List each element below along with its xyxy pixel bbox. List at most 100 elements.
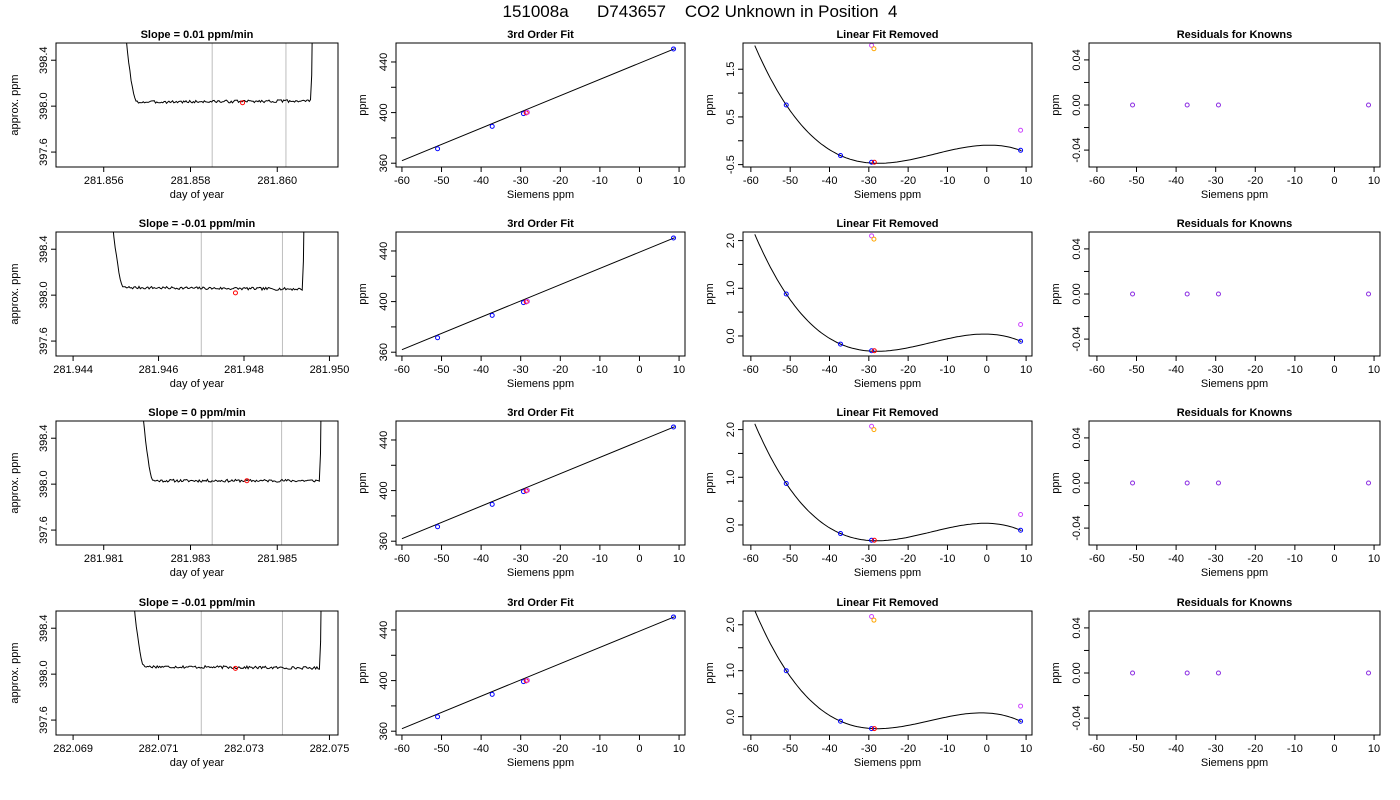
data-point: [838, 341, 844, 347]
fit-curve: [754, 611, 1022, 730]
x-tick-label: 281.948: [224, 364, 264, 376]
x-axis-label: Siemens ppm: [1201, 378, 1268, 390]
average-marker: [232, 665, 238, 671]
x-tick-label: 0: [636, 364, 642, 376]
x-tick-label: -20: [552, 553, 568, 565]
y-tick-label: 1.0: [725, 663, 737, 678]
x-tick-label: 10: [673, 743, 685, 755]
x-axis-label: Siemens ppm: [854, 757, 921, 769]
plot-frame: [1088, 610, 1381, 736]
x-tick-label: -40: [822, 175, 838, 187]
chart-panel-r2c2: Linear Fit Removed -60 -50 -40 -30 -20 -10 0 10 S…: [704, 407, 1033, 579]
data-point: [1184, 102, 1190, 108]
data-point: [1366, 480, 1372, 486]
plot-frame: [55, 420, 339, 546]
plot-frame: [55, 231, 339, 357]
y-axis-label: ppm: [357, 283, 369, 304]
chart-panel-r0c1: 3rd Order Fit -60 -50 -40 -30 -20 -10 0 10 Siemen…: [357, 29, 686, 201]
plot-area: [112, 232, 305, 356]
x-tick-label: -60: [743, 364, 759, 376]
data-point: [1130, 480, 1136, 486]
x-tick-label: 10: [1368, 553, 1380, 565]
data-point: [869, 233, 875, 239]
x-axis-label: Siemens ppm: [507, 189, 574, 201]
plot-area: [1130, 102, 1372, 108]
y-tick-label: 0.04: [1071, 427, 1083, 448]
x-tick-label: 0: [984, 364, 990, 376]
x-tick-label: -50: [782, 553, 798, 565]
x-tick-label: 0: [636, 553, 642, 565]
x-tick-label: -30: [861, 743, 877, 755]
x-tick-label: 282.071: [139, 743, 179, 755]
chart-title: Slope = 0 ppm/min: [148, 407, 246, 419]
chart-panel-r0c3: Residuals for Knowns -60 -50 -40 -30 -20 -10 0 1…: [1050, 29, 1381, 201]
chart-panel-r3c1: 3rd Order Fit -60 -50 -40 -30 -20 -10 0 10 Siemen…: [357, 597, 686, 769]
chart-panel-r1c0: Slope = -0.01 ppm/min 281.944 281.946 281.9…: [9, 218, 349, 390]
y-axis-label: ppm: [1050, 94, 1062, 115]
plot-frame: [55, 610, 339, 736]
data-point: [871, 537, 877, 543]
x-tick-label: 281.944: [53, 364, 93, 376]
x-tick-label: -10: [592, 743, 608, 755]
x-axis-label: Siemens ppm: [1201, 189, 1268, 201]
average-marker: [244, 478, 250, 484]
x-tick-label: -20: [552, 743, 568, 755]
data-point: [783, 102, 789, 108]
y-tick-label: 398.0: [38, 470, 50, 498]
chart-title: Linear Fit Removed: [836, 407, 938, 419]
data-point: [671, 235, 677, 241]
plot-area: [1130, 670, 1372, 676]
chart-panel-r1c3: Residuals for Knowns -60 -50 -40 -30 -20 -10 0 1…: [1050, 218, 1381, 390]
data-point: [671, 46, 677, 52]
data-point: [783, 480, 789, 486]
average-marker: [232, 290, 238, 296]
y-tick-label: 398.4: [38, 46, 50, 74]
x-axis-label: Siemens ppm: [1201, 567, 1268, 579]
x-axis-label: Siemens ppm: [507, 757, 574, 769]
plot-frame: [742, 42, 1033, 168]
data-point: [489, 501, 495, 507]
y-axis-label: ppm: [357, 472, 369, 493]
y-tick-label: 1.5: [725, 62, 737, 77]
x-tick-label: -20: [1247, 743, 1263, 755]
chart-panel-r3c3: Residuals for Knowns -60 -50 -40 -30 -20 -10 0 1…: [1050, 597, 1381, 769]
y-tick-label: 398.0: [38, 660, 50, 688]
x-tick-label: -10: [940, 175, 956, 187]
y-tick-label: 360: [378, 343, 390, 361]
data-point: [489, 691, 495, 697]
x-tick-label: -60: [1089, 553, 1105, 565]
x-tick-label: -20: [1247, 553, 1263, 565]
x-tick-label: -20: [552, 175, 568, 187]
data-point: [1184, 670, 1190, 676]
x-tick-label: -60: [743, 553, 759, 565]
x-axis-label: Siemens ppm: [854, 189, 921, 201]
chart-panel-r3c0: Slope = -0.01 ppm/min 282.069 282.071 282.0…: [9, 597, 349, 769]
x-tick-label: -30: [861, 364, 877, 376]
data-point: [671, 424, 677, 430]
x-tick-label: -30: [513, 175, 529, 187]
data-point: [524, 109, 530, 115]
x-tick-label: -60: [394, 364, 410, 376]
data-point: [1130, 670, 1136, 676]
x-tick-label: -50: [434, 743, 450, 755]
x-tick-label: 0: [1331, 553, 1337, 565]
x-tick-label: -30: [1208, 743, 1224, 755]
x-tick-label: -20: [552, 364, 568, 376]
x-tick-label: -20: [900, 175, 916, 187]
x-tick-label: -50: [1129, 364, 1145, 376]
y-tick-label: 398.0: [38, 281, 50, 309]
x-axis-label: Siemens ppm: [507, 567, 574, 579]
data-point: [1018, 511, 1024, 517]
x-tick-label: -60: [394, 553, 410, 565]
x-tick-label: 10: [1368, 364, 1380, 376]
plot-area: [134, 611, 322, 735]
y-tick-label: -0.04: [1071, 516, 1083, 541]
x-tick-label: 0: [1331, 175, 1337, 187]
data-point: [869, 159, 875, 165]
y-tick-label: 398.4: [38, 424, 50, 452]
y-axis-label: ppm: [704, 662, 716, 683]
data-point: [489, 123, 495, 129]
y-axis-label: approx. ppm: [9, 452, 21, 513]
x-tick-label: -30: [513, 553, 529, 565]
chart-panel-r2c1: 3rd Order Fit -60 -50 -40 -30 -20 -10 0 10 Siemen…: [357, 407, 686, 579]
